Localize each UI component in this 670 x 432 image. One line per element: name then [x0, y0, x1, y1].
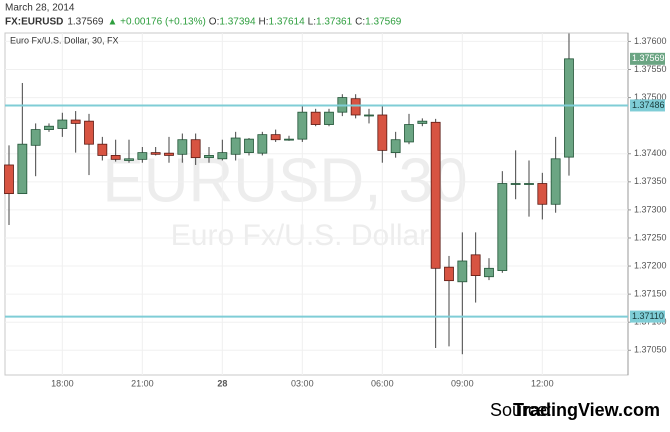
- candle-body: [537, 183, 548, 205]
- candle-body: [497, 183, 508, 271]
- candle-body: [297, 111, 308, 140]
- x-tick-label: 21:00: [131, 378, 154, 388]
- y-tick-label: 1.37500: [634, 92, 667, 102]
- candle-body: [137, 152, 148, 160]
- ohlc-value: 1.37394: [219, 17, 256, 28]
- candle-body: [70, 119, 81, 124]
- candle-body: [204, 155, 214, 159]
- symbol: FX:EURUSD: [5, 17, 63, 28]
- candle-body: [550, 158, 561, 205]
- candle-body: [390, 139, 401, 154]
- legend: Euro Fx/U.S. Dollar, 30, FX: [10, 35, 119, 45]
- candle-body: [350, 98, 361, 116]
- candle-body: [177, 139, 188, 155]
- candle-body: [564, 58, 574, 158]
- plot-frame: [4, 32, 629, 376]
- candle-body: [17, 143, 28, 195]
- y-tick-label: 1.37250: [634, 232, 667, 242]
- candle-body: [457, 260, 468, 283]
- ohlc-key: H:: [259, 17, 269, 28]
- candle-body: [524, 183, 534, 185]
- y-tick-label: 1.37150: [634, 289, 667, 299]
- y-tick-label: 1.37350: [634, 176, 667, 186]
- candle-body: [470, 254, 481, 277]
- ohlc-key: O:: [209, 17, 220, 28]
- candle-body: [30, 129, 41, 146]
- x-tick-label: 06:00: [371, 378, 394, 388]
- candle-body: [417, 120, 428, 124]
- change: ▲ +0.00176 (+0.13%): [108, 17, 206, 28]
- y-tick-label: 1.37300: [634, 204, 667, 214]
- x-tick-label: 12:00: [531, 378, 554, 388]
- price-box-label: 1.37486: [632, 100, 665, 110]
- candle-body: [190, 139, 201, 159]
- ohlc-value: 1.37569: [365, 17, 402, 28]
- x-tick-label: 18:00: [51, 378, 74, 388]
- candle-body: [84, 120, 94, 145]
- y-tick-label: 1.37050: [634, 345, 667, 355]
- watermark: Euro Fx/U.S. Dollar: [171, 219, 429, 252]
- price-box-label: 1.37110: [632, 311, 664, 321]
- watermark: EURUSD, 30: [102, 146, 467, 215]
- candle-body: [324, 111, 334, 125]
- ohlc-key: L:: [308, 17, 316, 28]
- x-tick-label: 03:00: [291, 378, 314, 388]
- x-tick-label: 09:00: [451, 378, 474, 388]
- x-tick-label: 28: [217, 378, 227, 388]
- candle-body: [110, 155, 121, 160]
- candle-body: [430, 121, 441, 269]
- source-prefix: Source:: [490, 400, 552, 420]
- source-name: TradingView.com: [513, 400, 660, 420]
- candle-body: [444, 266, 454, 282]
- candle-body: [164, 152, 174, 156]
- y-tick-label: 1.37400: [634, 148, 667, 158]
- candle-body: [377, 114, 388, 151]
- candle-body: [284, 138, 294, 141]
- candle-body: [244, 138, 254, 154]
- y-tick-label: 1.37550: [634, 64, 667, 74]
- ohlc-key: C:: [355, 17, 365, 28]
- candle-body: [230, 137, 241, 155]
- y-tick-label: 1.37200: [634, 260, 667, 270]
- ohlc-value: 1.37361: [316, 17, 353, 28]
- candle-body: [4, 164, 14, 195]
- ohlc-value: 1.37614: [269, 17, 306, 28]
- candle-body: [217, 152, 228, 160]
- last-price-label: 1.37569: [632, 53, 665, 63]
- candle-body: [97, 143, 108, 156]
- candle-body: [510, 183, 521, 185]
- price: 1.37569: [67, 17, 104, 28]
- date: March 28, 2014: [5, 3, 75, 14]
- price-box: [630, 310, 665, 323]
- candle-body: [310, 111, 321, 125]
- candle-body: [270, 134, 281, 141]
- candle-body: [44, 125, 54, 130]
- last-price-box: [630, 52, 665, 65]
- candle-body: [150, 152, 161, 155]
- candle-body: [484, 267, 494, 278]
- price-box: [630, 99, 665, 112]
- candle-body: [57, 119, 68, 129]
- candle-body: [404, 124, 414, 143]
- candle-body: [257, 134, 268, 154]
- y-tick-label: 1.37600: [634, 36, 667, 46]
- candle-body: [124, 158, 134, 161]
- candle-body: [364, 114, 374, 117]
